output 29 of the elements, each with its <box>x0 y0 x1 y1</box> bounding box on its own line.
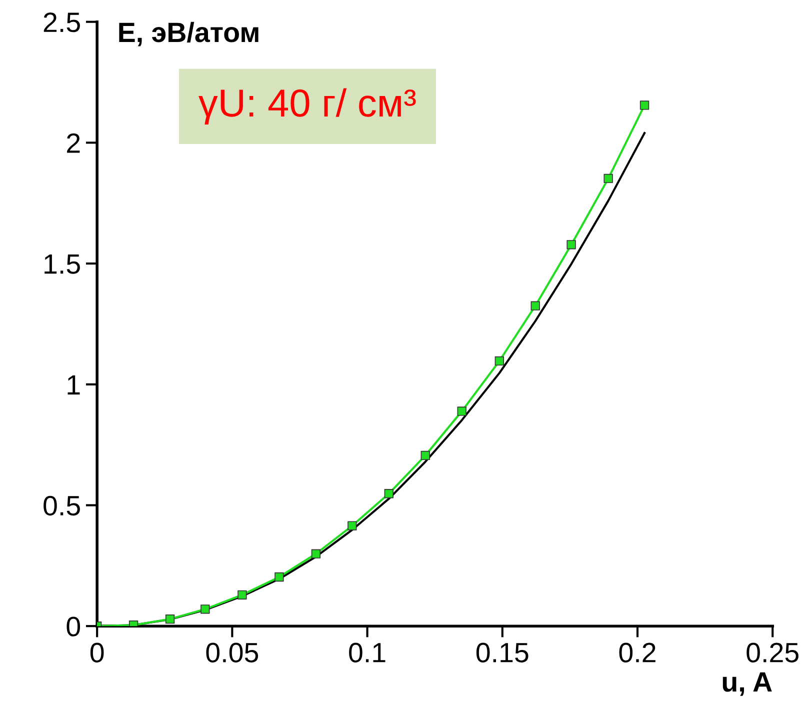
point <box>566 240 576 250</box>
y-axis-title: E, эВ/атом <box>119 22 258 46</box>
x-tick-label: 0.1 <box>349 642 386 662</box>
x-tick-label: 0.15 <box>476 642 528 662</box>
point <box>604 174 613 184</box>
point <box>274 572 284 582</box>
point <box>311 549 321 558</box>
x-axis-title: u, A <box>722 672 772 696</box>
point <box>200 604 210 614</box>
y-tick-label: 1.5 <box>44 254 80 274</box>
x-tick-label: 0.2 <box>619 642 656 662</box>
x-tick-label: 0.25 <box>746 642 798 662</box>
point <box>640 100 650 110</box>
y-tick-label: 2.5 <box>44 12 80 32</box>
point <box>238 590 247 600</box>
y-tick-label: 2 <box>67 133 80 153</box>
y-tick-label: 0.5 <box>44 496 80 516</box>
y-tick-label: 1 <box>68 375 80 394</box>
point <box>530 301 540 310</box>
annotation: γU: 40 г/ см³ <box>198 88 416 125</box>
point <box>348 521 357 530</box>
x-tick-label: 0.05 <box>206 642 258 662</box>
y-tick-label: 0 <box>66 616 80 636</box>
point <box>165 614 175 624</box>
point <box>457 406 466 416</box>
point <box>420 450 430 460</box>
x-tick-label: 0 <box>90 642 104 662</box>
point <box>384 489 394 498</box>
point <box>494 356 504 366</box>
